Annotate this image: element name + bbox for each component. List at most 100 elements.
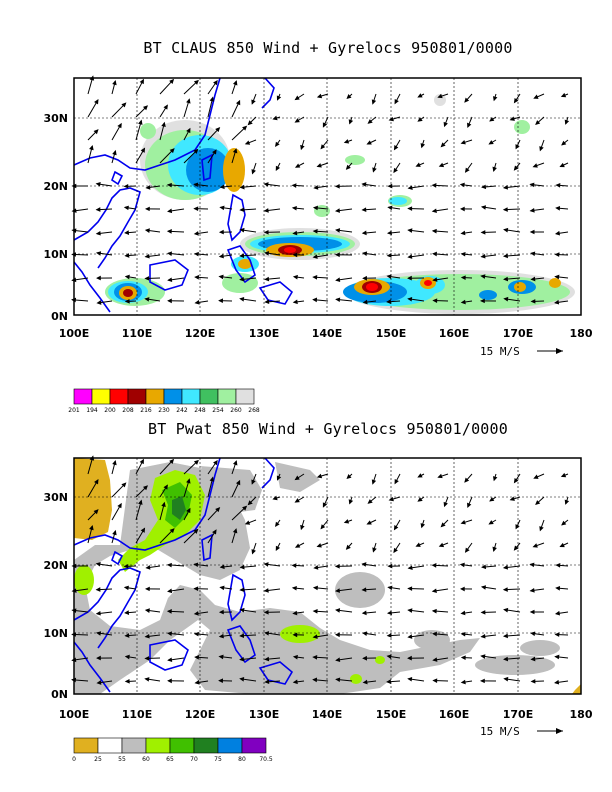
wind-vector-head (167, 208, 173, 214)
bottom-x-tick: 180 (570, 708, 593, 721)
wind-vector-head (407, 634, 413, 639)
wind-vector-head (263, 588, 269, 593)
wind-vector-head (515, 144, 520, 150)
wind-vector-head (124, 678, 130, 684)
wind-vector-head (480, 230, 486, 235)
wind-vector-head (312, 205, 318, 211)
wind-vector-head (362, 275, 368, 281)
wind-vector-head (460, 655, 466, 661)
wind-vector-head (393, 167, 398, 174)
wind-vector-head (464, 97, 470, 103)
wind-vector-head (334, 563, 340, 569)
legend-label: 70 (190, 756, 198, 763)
wind-vector-head (194, 300, 200, 305)
wind-vector-head (292, 654, 298, 660)
wind-vector-head (481, 564, 487, 570)
wind-vector-head (239, 253, 245, 258)
wind-vector-head (218, 229, 224, 235)
wind-vector-head (366, 140, 372, 145)
wind-vector-head (294, 475, 300, 481)
legend-swatch (241, 737, 267, 754)
wind-vector-head (312, 655, 318, 660)
wind-vector-head (219, 205, 225, 211)
legend-label: 60 (142, 756, 150, 763)
top-map-frame (73, 77, 582, 316)
bottom-x-tick: 140E (312, 708, 342, 721)
wind-vector-head (96, 300, 102, 305)
wind-vector-head (247, 120, 253, 126)
legend-label: 55 (118, 756, 126, 763)
wind-vector-head (242, 125, 248, 131)
wind-vector-head (459, 562, 465, 568)
wind-vector-head (124, 610, 130, 615)
wind-vector-head (124, 633, 130, 638)
wind-vector-head (555, 206, 561, 211)
wind-vector-head (440, 522, 446, 528)
wind-vector-head (431, 228, 437, 234)
wind-vector-head (415, 542, 421, 547)
wind-vector-head (263, 229, 269, 235)
wind-vector-head (503, 607, 509, 613)
wind-vector-head (437, 93, 443, 99)
wind-vector-head (144, 297, 150, 302)
wind-vector-head (554, 632, 560, 637)
wind-vector-head (244, 520, 251, 525)
wind-vector-head (503, 656, 509, 662)
wind-vector-head (503, 296, 509, 302)
wind-vector-head (443, 501, 448, 508)
wind-vector-head (167, 588, 173, 594)
wind-vector-head (264, 656, 270, 662)
wind-vector-head (555, 563, 561, 568)
wind-vector-head (407, 655, 412, 661)
wind-vector-head (343, 519, 350, 524)
bottom-map-frame (73, 457, 582, 695)
wind-vector-head (388, 116, 394, 122)
wind-vector-head (564, 499, 570, 505)
wind-vector-head (488, 520, 494, 525)
legend-label: 75 (214, 756, 222, 763)
legend-label: 25 (94, 756, 102, 763)
wind-vector-head (144, 677, 150, 682)
wind-vector-head (264, 251, 270, 256)
wind-vector-head (239, 676, 245, 682)
wind-vector-head (239, 633, 245, 638)
wind-vector-head (530, 276, 536, 282)
top-y-tick: 20N (43, 180, 68, 193)
wind-vector-head (372, 167, 377, 173)
wind-vector-head (366, 520, 372, 525)
wind-vector-head (361, 207, 367, 212)
wind-vector-head (460, 299, 466, 305)
wind-vector-head (139, 458, 144, 465)
wind-vector-head (193, 206, 199, 212)
top-wind-vectors (71, 75, 570, 305)
wind-vector-head (193, 611, 199, 616)
wind-vector-head (193, 586, 199, 592)
wind-vector-head (480, 610, 486, 615)
wind-vector-head (334, 183, 340, 189)
wind-vector-head (431, 588, 437, 594)
wind-vector-head (334, 252, 340, 258)
wind-vector-head (362, 251, 368, 256)
wind-vector-head (121, 482, 127, 488)
wind-vector-head (362, 299, 368, 305)
wind-vector-head (291, 563, 297, 568)
wind-vector-head (96, 275, 101, 281)
wind-vector-head (218, 678, 224, 684)
wind-vector-head (161, 501, 166, 507)
wind-vector-head (371, 99, 377, 105)
wind-vector-head (346, 474, 352, 479)
wind-vector-head (480, 274, 486, 279)
wind-vector-head (480, 654, 486, 659)
wind-vector-head (386, 274, 392, 279)
wind-vector-head (532, 543, 538, 548)
wind-vector-head (539, 526, 544, 532)
wind-vector-head (407, 228, 413, 233)
wind-vector-head (431, 563, 437, 568)
wind-vector-head (292, 610, 298, 616)
wind-vector-head (144, 656, 150, 661)
wind-vector-head (372, 547, 377, 553)
wind-vector-head (251, 99, 256, 105)
wind-vector-head (239, 296, 245, 302)
bottom-x-tick: 110E (122, 708, 152, 721)
